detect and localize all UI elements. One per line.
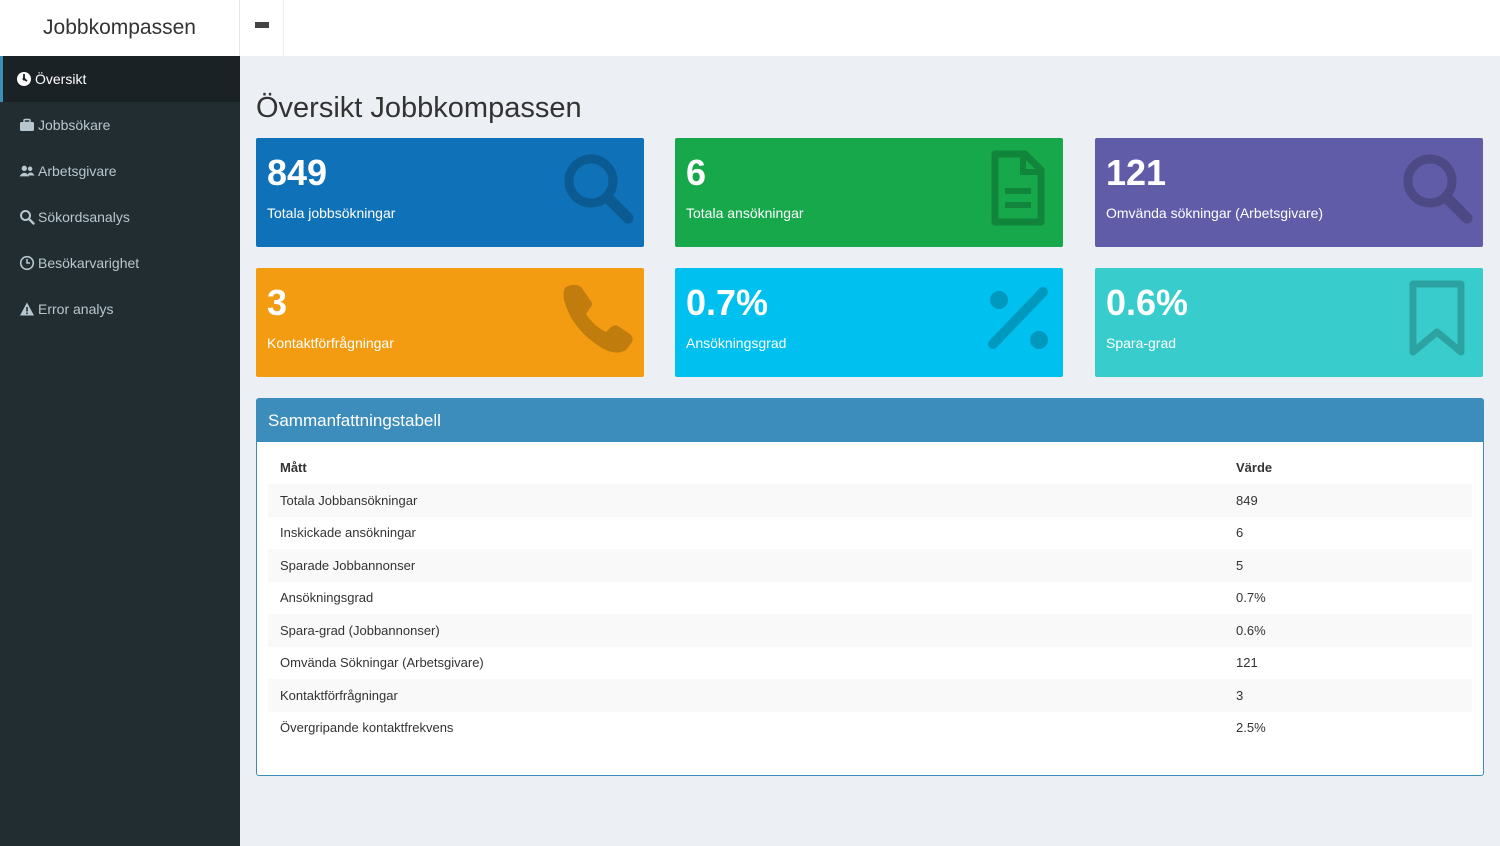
briefcase-icon [19, 117, 35, 133]
metric-name: Spara-grad (Jobbannonser) [280, 622, 440, 638]
sidebar-item-label: Error analys [38, 301, 114, 317]
table-header-row: Mått Värde [268, 451, 1472, 484]
search-icon [1397, 148, 1477, 228]
dashboard-icon [16, 71, 32, 87]
metric-value: 2.5% [1236, 720, 1266, 736]
bookmark-icon [1397, 278, 1477, 358]
stat-box-applications: 6 Totala ansökningar [675, 138, 1063, 247]
summary-panel-title: Sammanfattningstabell [257, 399, 1483, 442]
page-title: Översikt Jobbkompassen [256, 92, 582, 124]
stat-value: 0.7% [686, 282, 769, 323]
table-row: Ansökningsgrad 0.7% [268, 582, 1472, 615]
file-icon [977, 148, 1057, 228]
stat-box-reverse-searches: 121 Omvända sökningar (Arbetsgivare) [1095, 138, 1483, 247]
sidebar-item-label: Arbetsgivare [38, 163, 117, 179]
column-header-varde[interactable]: Värde [1236, 460, 1273, 475]
metric-name: Ansökningsgrad [280, 590, 374, 606]
metric-name: Omvända Sökningar (Arbetsgivare) [280, 655, 484, 671]
metric-value: 849 [1236, 492, 1258, 508]
sidebar-item-error-analys[interactable]: Error analys [0, 286, 240, 332]
metric-name: Inskickade ansökningar [280, 525, 416, 541]
metric-name: Övergripande kontaktfrekvens [280, 720, 454, 736]
sidebar-toggle-button[interactable] [240, 0, 284, 56]
metric-name: Sparade Jobbannonser [280, 557, 416, 573]
table-row: Inskickade ansökningar 6 [268, 517, 1472, 550]
stat-value: 849 [267, 152, 328, 193]
stat-value: 6 [686, 152, 707, 193]
sidebar-item-label: Översikt [35, 71, 87, 87]
stat-box-contact-requests: 3 Kontaktförfrågningar [256, 268, 644, 377]
stat-label: Totala jobbsökningar [267, 205, 396, 221]
sidebar-item-jobbsokare[interactable]: Jobbsökare [0, 102, 240, 148]
search-icon [558, 148, 638, 228]
metric-value: 5 [1236, 557, 1244, 573]
sidebar-item-label: Jobbsökare [38, 117, 111, 133]
sidebar: Översikt Jobbsökare Arbetsgivare Sökords… [0, 56, 240, 846]
metric-name: Totala Jobbansökningar [280, 492, 418, 508]
stat-box-save-rate: 0.6% Spara-grad [1095, 268, 1483, 377]
metric-name: Kontaktförfrågningar [280, 687, 398, 703]
warning-icon [19, 301, 35, 317]
metric-value: 3 [1236, 687, 1244, 703]
stat-value: 3 [267, 282, 288, 323]
stat-label: Ansökningsgrad [686, 335, 787, 351]
app-logo[interactable]: Jobbkompassen [0, 0, 240, 56]
table-row: Övergripande kontaktfrekvens 2.5% [268, 712, 1472, 745]
sidebar-item-label: Sökordsanalys [38, 209, 130, 225]
metric-value: 0.7% [1236, 590, 1266, 606]
sidebar-item-arbetsgivare[interactable]: Arbetsgivare [0, 148, 240, 194]
users-icon [19, 163, 35, 179]
stat-value: 0.6% [1106, 282, 1189, 323]
stat-box-job-searches: 849 Totala jobbsökningar [256, 138, 644, 247]
stat-box-application-rate: 0.7% Ansökningsgrad [675, 268, 1063, 377]
search-icon [19, 209, 35, 225]
table-row: Totala Jobbansökningar 849 [268, 484, 1472, 517]
metric-value: 0.6% [1236, 622, 1266, 638]
metric-value: 121 [1236, 655, 1258, 671]
clock-icon [19, 255, 35, 271]
metric-value: 6 [1236, 525, 1244, 541]
table-row: Kontaktförfrågningar 3 [268, 679, 1472, 712]
summary-panel: Sammanfattningstabell Mått Värde Totala … [256, 398, 1484, 776]
table-row: Omvända Sökningar (Arbetsgivare) 121 [268, 647, 1472, 680]
stat-label: Totala ansökningar [686, 205, 804, 221]
summary-table: Mått Värde Totala Jobbansökningar 849 Ins… [268, 451, 1472, 744]
top-navbar [240, 0, 1500, 56]
column-header-matt[interactable]: Mått [280, 460, 307, 475]
phone-icon [558, 278, 638, 358]
stat-label: Omvända sökningar (Arbetsgivare) [1106, 205, 1324, 221]
percent-icon [977, 278, 1057, 358]
hamburger-icon [254, 22, 269, 34]
table-row: Spara-grad (Jobbannonser) 0.6% [268, 614, 1472, 647]
table-row: Sparade Jobbannonser 5 [268, 549, 1472, 582]
stat-label: Kontaktförfrågningar [267, 335, 394, 351]
sidebar-item-besokarvarighet[interactable]: Besökarvarighet [0, 240, 240, 286]
stat-label: Spara-grad [1106, 335, 1177, 351]
stat-value: 121 [1106, 152, 1167, 193]
sidebar-item-oversikt[interactable]: Översikt [0, 56, 240, 102]
sidebar-item-sokordsanalys[interactable]: Sökordsanalys [0, 194, 240, 240]
sidebar-item-label: Besökarvarighet [38, 255, 140, 271]
